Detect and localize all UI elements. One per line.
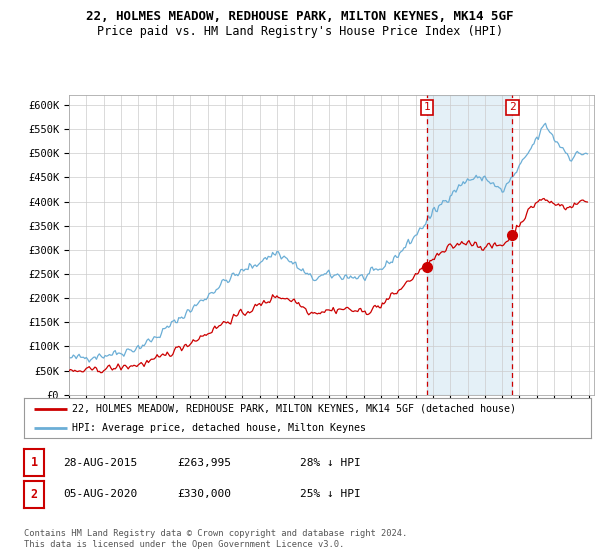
Text: 1: 1: [424, 102, 430, 113]
Text: 1: 1: [31, 456, 38, 469]
Text: Contains HM Land Registry data © Crown copyright and database right 2024.
This d: Contains HM Land Registry data © Crown c…: [24, 529, 407, 549]
Text: £263,995: £263,995: [177, 458, 231, 468]
Text: HPI: Average price, detached house, Milton Keynes: HPI: Average price, detached house, Milt…: [72, 423, 366, 433]
Text: 25% ↓ HPI: 25% ↓ HPI: [300, 489, 361, 500]
Text: Price paid vs. HM Land Registry's House Price Index (HPI): Price paid vs. HM Land Registry's House …: [97, 25, 503, 38]
Text: 28-AUG-2015: 28-AUG-2015: [63, 458, 137, 468]
Text: 22, HOLMES MEADOW, REDHOUSE PARK, MILTON KEYNES, MK14 5GF: 22, HOLMES MEADOW, REDHOUSE PARK, MILTON…: [86, 10, 514, 23]
Text: 22, HOLMES MEADOW, REDHOUSE PARK, MILTON KEYNES, MK14 5GF (detached house): 22, HOLMES MEADOW, REDHOUSE PARK, MILTON…: [72, 404, 516, 414]
Text: 05-AUG-2020: 05-AUG-2020: [63, 489, 137, 500]
Text: 2: 2: [31, 488, 38, 501]
Text: 28% ↓ HPI: 28% ↓ HPI: [300, 458, 361, 468]
Text: 2: 2: [509, 102, 516, 113]
Text: £330,000: £330,000: [177, 489, 231, 500]
Bar: [427, 95, 512, 395]
